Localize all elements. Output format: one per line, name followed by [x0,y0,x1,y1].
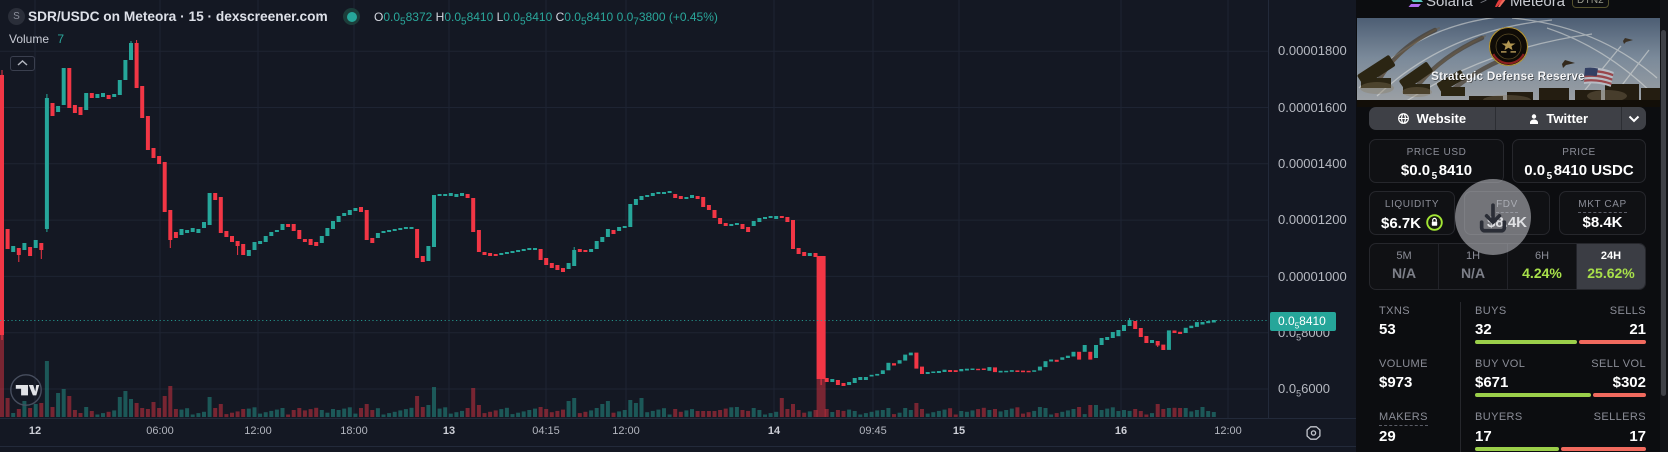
svg-text:Strategic Defense Reserve: Strategic Defense Reserve [1432,70,1586,84]
svg-text:Strategic Defense Reserve: Strategic Defense Reserve [1431,69,1585,83]
